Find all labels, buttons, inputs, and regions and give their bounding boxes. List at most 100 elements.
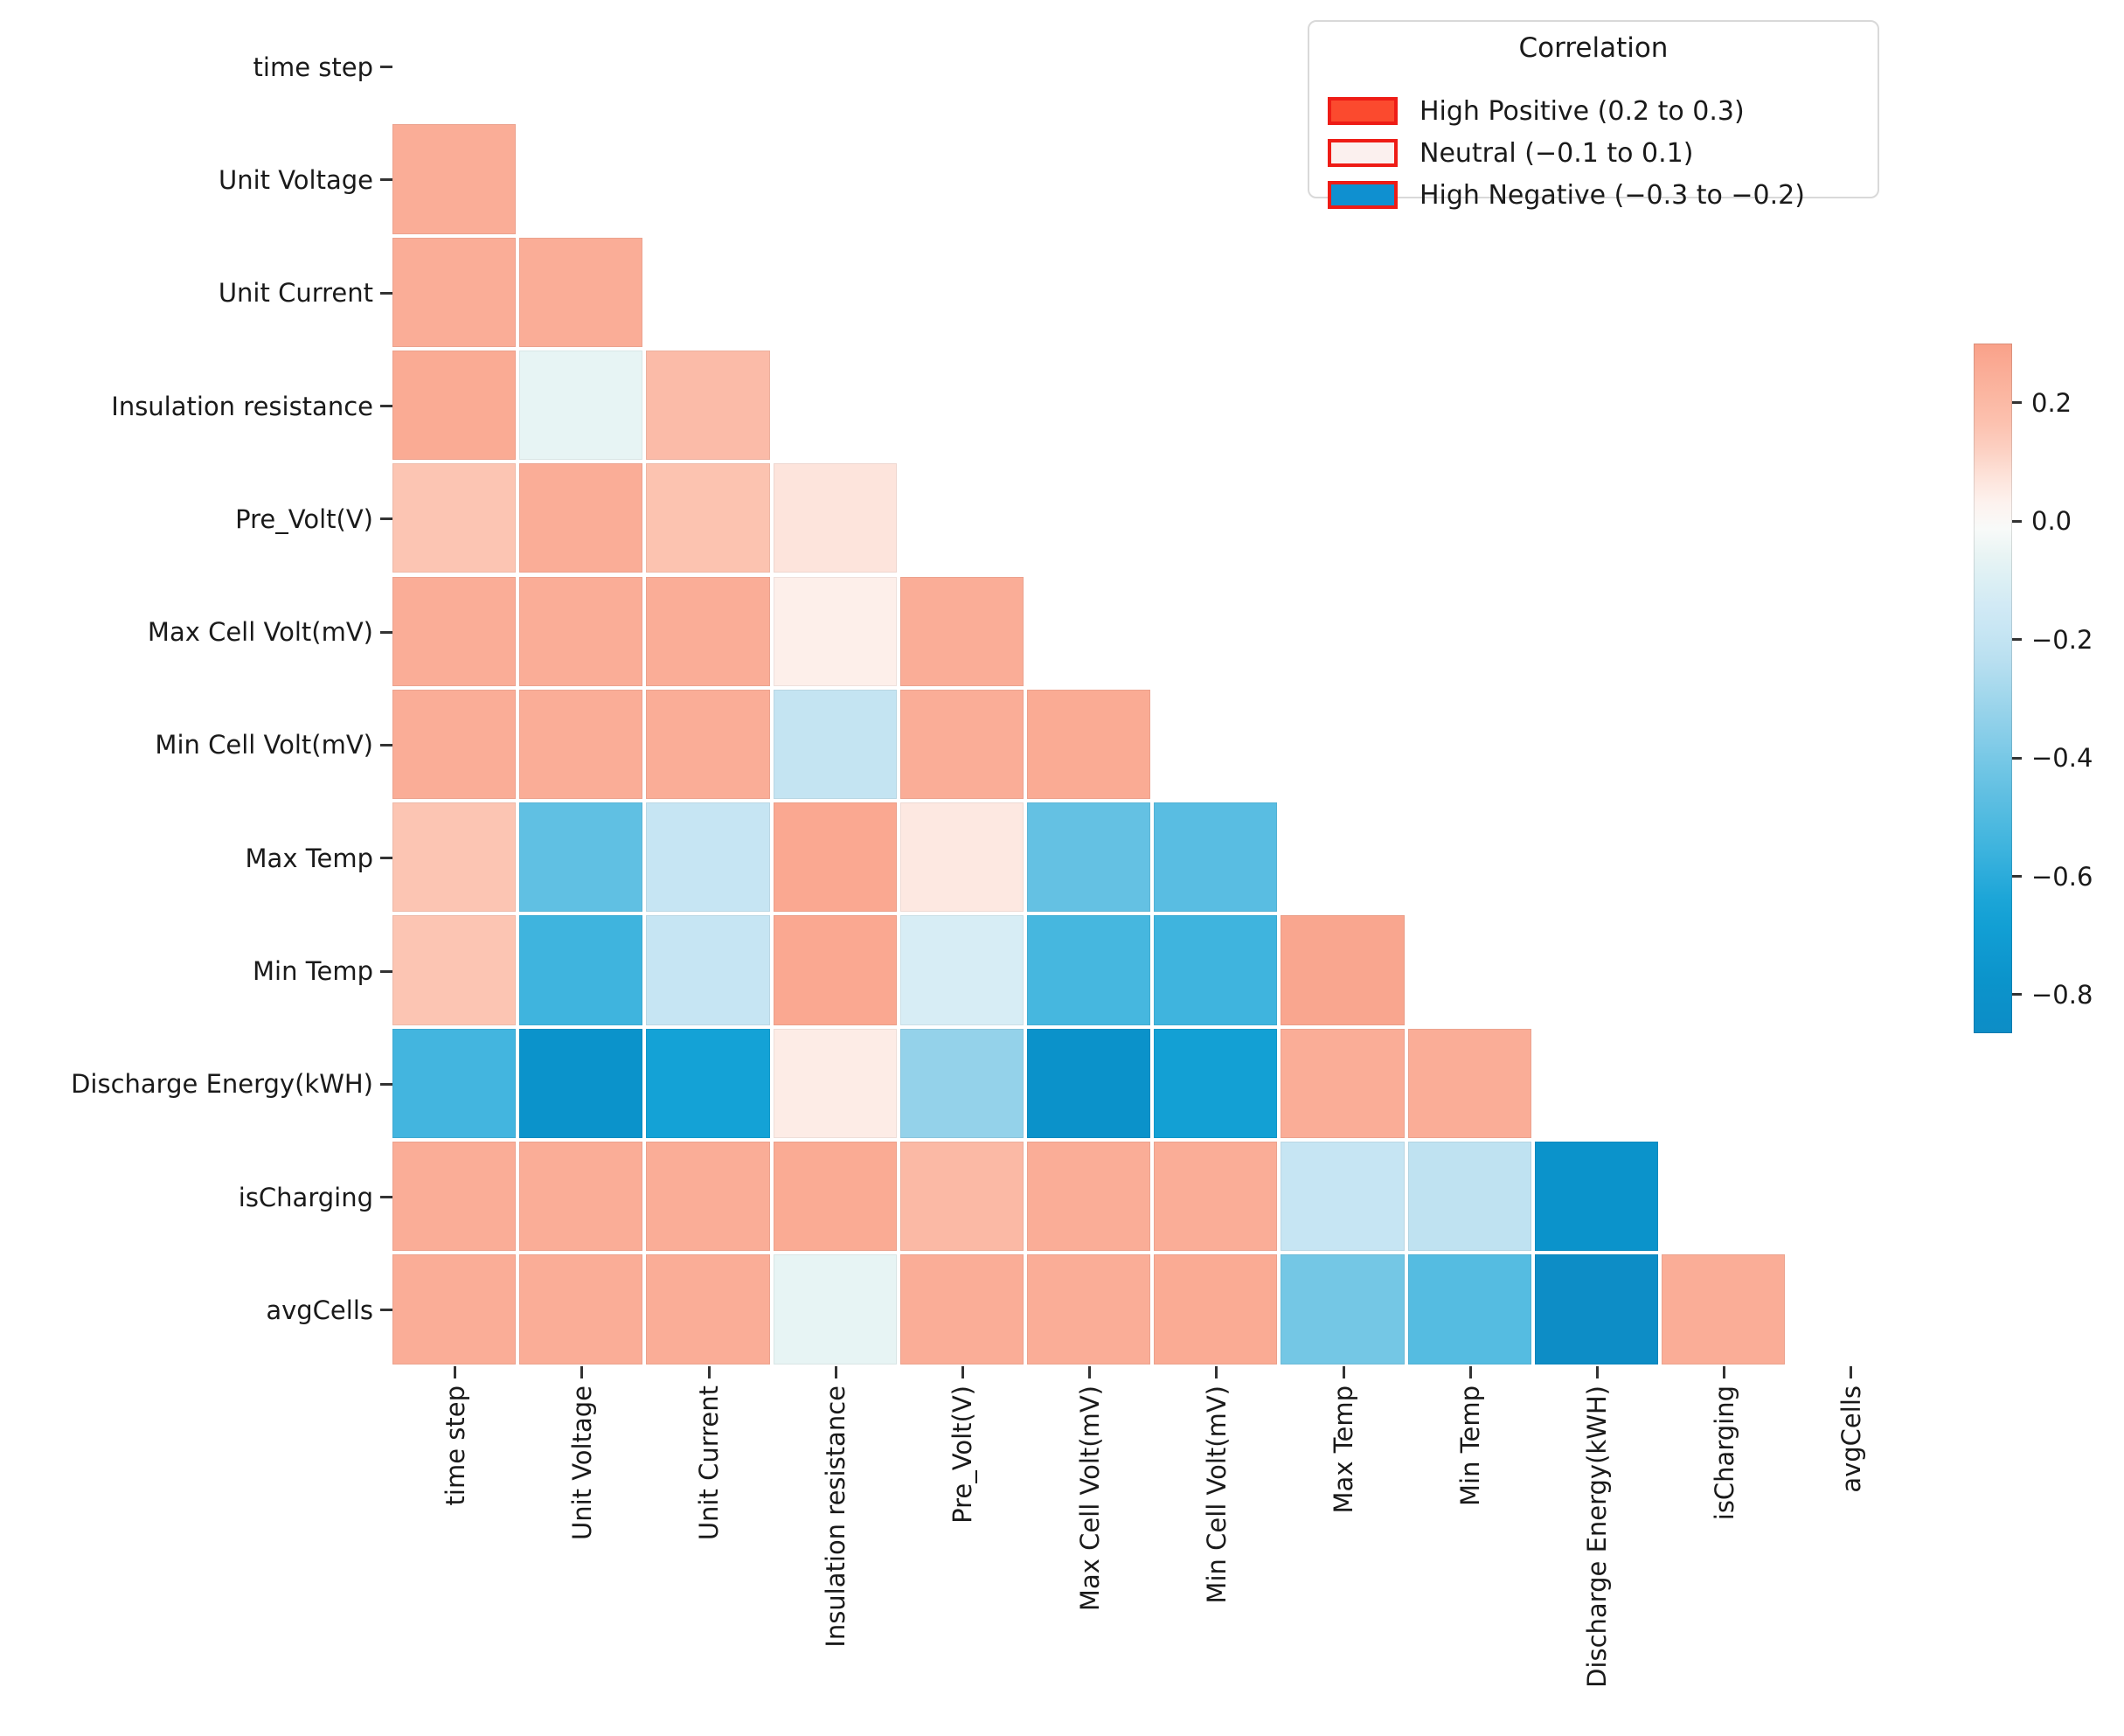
heatmap-cell xyxy=(1027,1254,1151,1364)
heatmap-cell xyxy=(773,802,897,913)
colorbar-tick-label: 0.0 xyxy=(2031,506,2072,537)
high-positive-swatch xyxy=(1328,97,1398,125)
y-tick xyxy=(380,1082,392,1086)
legend-item-label: Neutral (−0.1 to 0.1) xyxy=(1419,137,1694,169)
colorbar-tick-label: 0.2 xyxy=(2031,387,2072,418)
neutral-swatch xyxy=(1328,139,1398,167)
colorbar-tick xyxy=(2012,756,2022,760)
x-tick xyxy=(1850,1365,1853,1378)
colorbar-tick-label: −0.8 xyxy=(2031,979,2093,1010)
x-axis-label: Insulation resistance xyxy=(821,1385,851,1648)
y-axis-label: Max Temp xyxy=(245,843,373,873)
heatmap-cell xyxy=(392,124,517,234)
heatmap-cell xyxy=(773,576,897,686)
legend-item-high-negative: High Negative (−0.3 to −0.2) xyxy=(1328,180,1805,211)
x-axis-label: isCharging xyxy=(1709,1385,1739,1520)
heatmap-cell xyxy=(392,237,517,347)
heatmap-cell xyxy=(392,689,517,800)
heatmap-cell xyxy=(392,802,517,913)
y-tick xyxy=(380,517,392,521)
heatmap-cell xyxy=(646,576,770,686)
x-axis-label: Pre_Volt(V) xyxy=(947,1385,978,1524)
heatmap-cell xyxy=(773,463,897,573)
heatmap-cell xyxy=(519,1254,643,1364)
y-axis-label: time step xyxy=(253,52,373,82)
y-axis-label: Insulation resistance xyxy=(111,391,373,421)
y-tick xyxy=(380,66,392,69)
y-axis-label: Unit Current xyxy=(218,278,373,309)
colorbar xyxy=(1974,344,2012,1033)
heatmap-cell xyxy=(1534,1254,1658,1364)
colorbar-tick xyxy=(2012,875,2022,878)
y-tick xyxy=(380,969,392,973)
y-tick xyxy=(380,743,392,746)
heatmap-cell xyxy=(646,915,770,1025)
heatmap-cell xyxy=(899,689,1024,800)
heatmap-cell xyxy=(519,350,643,461)
heatmap-cell xyxy=(1027,1028,1151,1138)
heatmap-cell xyxy=(1027,802,1151,913)
colorbar-tick xyxy=(2012,519,2022,523)
heatmap-cell xyxy=(1281,1028,1405,1138)
heatmap-cell xyxy=(519,463,643,573)
x-axis-label: Discharge Energy(kWH) xyxy=(1582,1385,1613,1688)
heatmap-cell xyxy=(773,1254,897,1364)
y-axis-label: Discharge Energy(kWH) xyxy=(71,1069,373,1100)
y-tick xyxy=(380,630,392,634)
x-tick xyxy=(454,1365,457,1378)
x-tick xyxy=(1215,1365,1218,1378)
heatmap-cell xyxy=(1281,1254,1405,1364)
heatmap-cell xyxy=(392,1028,517,1138)
heatmap-cell xyxy=(773,1028,897,1138)
heatmap-cell xyxy=(519,802,643,913)
heatmap-cell xyxy=(646,1142,770,1252)
heatmap-cell xyxy=(1154,802,1278,913)
x-tick xyxy=(580,1365,584,1378)
heatmap-cell xyxy=(773,1142,897,1252)
x-axis-label: Min Temp xyxy=(1455,1385,1486,1506)
x-axis-label: time step xyxy=(440,1385,470,1506)
y-tick xyxy=(380,178,392,182)
heatmap-cell xyxy=(1281,1142,1405,1252)
y-axis-label: Max Cell Volt(mV) xyxy=(147,617,373,648)
heatmap-cell xyxy=(899,576,1024,686)
colorbar-tick xyxy=(2012,638,2022,642)
legend-item-high-positive: High Positive (0.2 to 0.3) xyxy=(1328,95,1745,127)
legend-title: Correlation xyxy=(1518,32,1669,64)
heatmap-cell xyxy=(519,1142,643,1252)
colorbar-tick-label: −0.4 xyxy=(2031,743,2093,774)
x-tick xyxy=(1723,1365,1726,1378)
heatmap-cell xyxy=(1154,1142,1278,1252)
legend-item-neutral: Neutral (−0.1 to 0.1) xyxy=(1328,137,1694,169)
heatmap-cell xyxy=(1407,1142,1531,1252)
y-tick xyxy=(380,405,392,408)
colorbar-tick xyxy=(2012,401,2022,405)
y-tick xyxy=(380,857,392,860)
x-tick xyxy=(707,1365,711,1378)
heatmap-cell xyxy=(646,1254,770,1364)
heatmap-cell xyxy=(392,915,517,1025)
legend-item-label: High Positive (0.2 to 0.3) xyxy=(1419,95,1745,127)
x-tick xyxy=(1088,1365,1092,1378)
y-tick xyxy=(380,1309,392,1312)
high-negative-swatch xyxy=(1328,181,1398,209)
heatmap-cell xyxy=(646,689,770,800)
heatmap-cell xyxy=(392,350,517,461)
heatmap-cell xyxy=(646,1028,770,1138)
heatmap-cell xyxy=(392,1142,517,1252)
x-axis-label: Max Cell Volt(mV) xyxy=(1074,1385,1105,1611)
y-tick xyxy=(380,1196,392,1199)
heatmap-cell xyxy=(1281,915,1405,1025)
heatmap-cell xyxy=(1027,1142,1151,1252)
colorbar-tick xyxy=(2012,993,2022,996)
heatmap-cell xyxy=(899,1028,1024,1138)
heatmap-cell xyxy=(392,463,517,573)
x-tick xyxy=(834,1365,837,1378)
heatmap-cell xyxy=(1027,689,1151,800)
y-axis-label: isCharging xyxy=(238,1182,373,1212)
heatmap-cell xyxy=(1154,915,1278,1025)
colorbar-tick-label: −0.2 xyxy=(2031,624,2093,655)
x-tick xyxy=(1595,1365,1599,1378)
heatmap-cell xyxy=(1407,1254,1531,1364)
